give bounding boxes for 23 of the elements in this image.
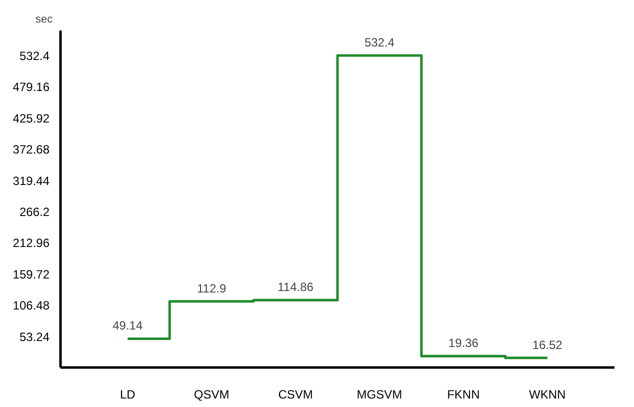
y-tick-label: 425.92 xyxy=(12,111,50,126)
data-label: 532.4 xyxy=(364,35,395,50)
x-tick-label: FKNN xyxy=(447,388,480,402)
y-tick-label: 479.16 xyxy=(12,80,50,94)
y-tick-label: 212.96 xyxy=(12,236,50,250)
data-label: 114.86 xyxy=(278,280,314,294)
y-axis-title: sec xyxy=(36,14,54,26)
x-tick-label: MGSVM xyxy=(356,388,402,402)
y-tick-label: 53.24 xyxy=(19,330,50,344)
y-tick-label: 372.68 xyxy=(12,142,50,157)
y-tick-label: 532.4 xyxy=(19,48,50,63)
y-tick-label: 266.2 xyxy=(19,204,50,219)
data-label: 16.52 xyxy=(532,338,563,352)
y-tick-label: 319.44 xyxy=(12,174,50,188)
data-label: 112.9 xyxy=(197,281,226,296)
x-tick-label: QSVM xyxy=(194,388,230,402)
x-tick-label: CSVM xyxy=(278,388,313,402)
y-tick-label: 159.72 xyxy=(12,267,50,282)
y-tick-label: 106.48 xyxy=(12,298,50,313)
x-tick-label: LD xyxy=(120,388,136,402)
data-label: 19.36 xyxy=(448,336,479,350)
data-label: 49.14 xyxy=(112,318,143,333)
x-tick-label: WKNN xyxy=(529,388,566,402)
